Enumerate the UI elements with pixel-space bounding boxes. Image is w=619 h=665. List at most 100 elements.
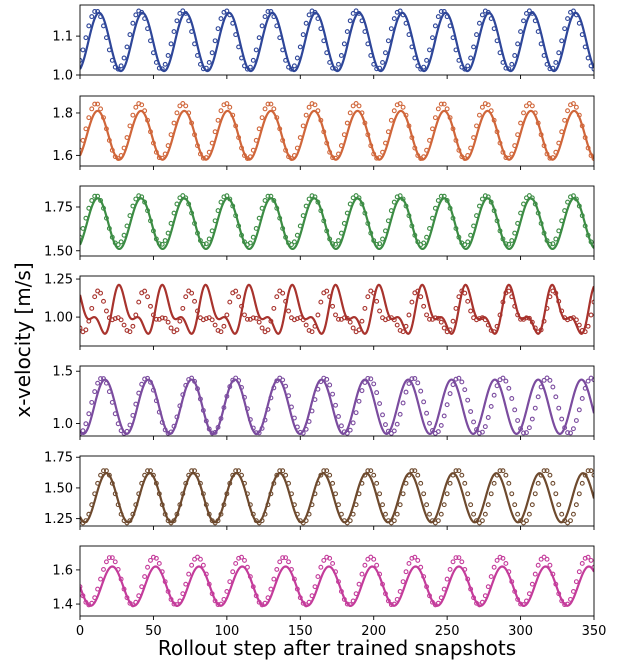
y-tick-label: 1.25 [44,512,73,527]
data-point [171,423,177,429]
data-point [588,557,594,563]
data-point [142,16,148,22]
data-point [153,316,159,322]
data-point [415,63,421,69]
y-tick-label: 1.6 [52,149,73,164]
data-point [553,581,559,587]
data-point [515,596,521,602]
data-point [444,14,450,20]
data-point [186,472,192,478]
data-point [441,413,447,419]
data-point [400,491,406,497]
data-point [177,502,183,508]
data-point [509,238,515,243]
data-point [324,468,330,474]
data-point [338,423,344,429]
panel-3-frame [79,185,595,257]
data-point [353,100,359,106]
data-point [365,375,371,381]
data-point [579,560,585,566]
data-point [142,574,148,580]
data-point [424,57,430,63]
data-point [412,232,418,238]
data-point [415,557,421,563]
data-point [277,559,283,565]
data-point [174,18,180,24]
data-point [488,403,494,409]
data-point [579,480,585,486]
data-point [124,223,130,229]
data-point [291,239,297,245]
data-point [521,520,526,526]
data-point [562,518,568,524]
data-point [553,491,559,497]
data-point [250,584,256,590]
data-point [427,225,432,231]
data-point [465,298,471,304]
data-point [98,198,104,203]
data-point [362,305,368,311]
data-point [271,106,277,112]
data-point [515,418,521,423]
data-point [86,511,92,517]
data-point [256,35,262,41]
data-point [133,401,139,407]
data-point [538,220,544,226]
data-point [101,468,106,474]
data-point [195,230,200,236]
data-point [444,491,450,497]
data-point [159,155,165,161]
data-point [559,416,565,422]
series-line-panel-5 [80,378,594,435]
data-point [253,225,259,231]
data-point [142,472,148,478]
data-point [556,140,562,146]
data-point [156,241,162,247]
data-point [259,518,265,524]
data-point [106,389,112,395]
data-point [239,384,244,390]
data-point [83,215,89,221]
panel-7: 1.4 1.6 [52,545,595,620]
x-tick-label: 200 [361,624,386,639]
data-point [474,32,479,38]
data-point [421,240,427,246]
data-point [227,384,233,390]
data-point [468,55,474,61]
data-point [453,468,459,474]
data-point [347,602,353,608]
data-point [403,112,409,118]
data-point [474,213,479,219]
data-point [206,59,212,65]
data-point [268,101,274,107]
data-point [424,584,430,590]
data-point [115,566,121,572]
data-point [224,8,230,14]
data-point [130,602,136,608]
data-point [118,317,124,323]
data-point [221,323,227,329]
data-point [118,576,124,582]
data-point [523,430,529,436]
data-point [148,379,153,385]
data-point [403,389,409,395]
data-point [309,502,315,508]
data-point [441,502,447,508]
data-point [421,64,427,70]
data-point [588,312,594,318]
data-point [353,410,359,416]
data-point [547,66,553,72]
data-point [89,198,95,203]
data-point [518,518,524,524]
data-point [541,377,547,383]
data-point [203,241,209,247]
data-point [391,108,397,114]
data-point [83,518,89,524]
data-point [573,418,579,423]
data-point [518,29,524,35]
panel-3: 1.50 1.75 [44,185,595,260]
data-point [80,518,83,524]
data-point [294,511,300,517]
data-point [92,389,98,395]
data-point [468,232,474,238]
